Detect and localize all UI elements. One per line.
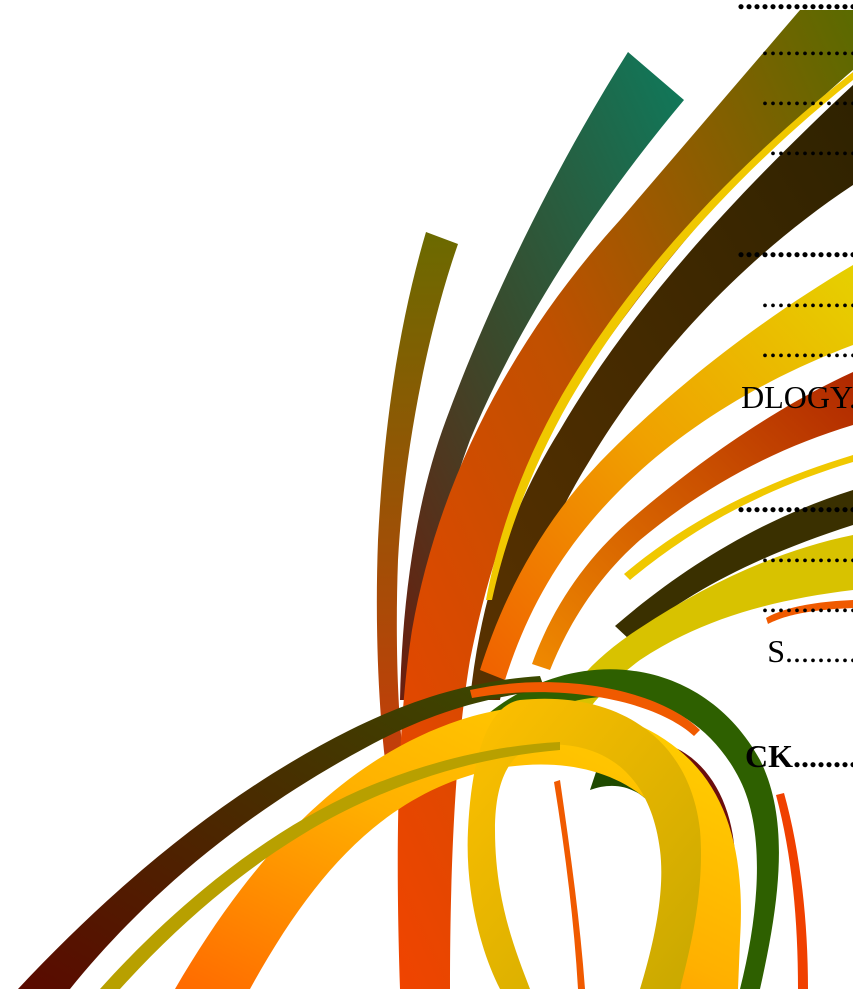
ribbon-orange-thin-right [766,600,853,624]
toc-entry: ..................51 [737,0,853,14]
ribbon-orange-brown [397,10,853,989]
ribbon-orange-strand [470,682,700,736]
toc-entry: ...............89 [761,583,853,619]
ribbon-yellow-wide [480,265,853,680]
toc-entry: S............94 [767,633,853,669]
ribbon-dark-brown [470,85,853,700]
ribbon-dark-olive [615,490,853,640]
toc-entry: ..................83 [737,483,853,519]
toc-entry: ...............57 [761,76,853,112]
toc-entry: ..............62 [769,126,853,162]
toc-entry: DLOGY....78 [741,379,853,415]
ribbon-yellow-strand [624,455,853,580]
ribbon-orange-line-right [554,780,585,989]
toc-entry: ...............67 [761,278,853,314]
toc-entry: ...............73 [761,328,853,364]
ribbon-green-outer [470,669,779,989]
ribbon-lower-yellow [540,535,853,760]
toc-entry: CK...........98 [745,738,853,774]
ribbon-teal [400,52,684,700]
toc-entry: ..................66 [737,228,853,264]
ribbon-red [532,372,853,670]
ribbon-red-thin-right [776,793,808,989]
ribbon-yellow-loop [467,698,701,989]
ribbon-olive-thin [376,232,458,760]
toc-entry: ...............52 [761,26,853,62]
ribbon-bottom-dark [18,676,545,989]
toc-entry: ...............84 [761,533,853,569]
